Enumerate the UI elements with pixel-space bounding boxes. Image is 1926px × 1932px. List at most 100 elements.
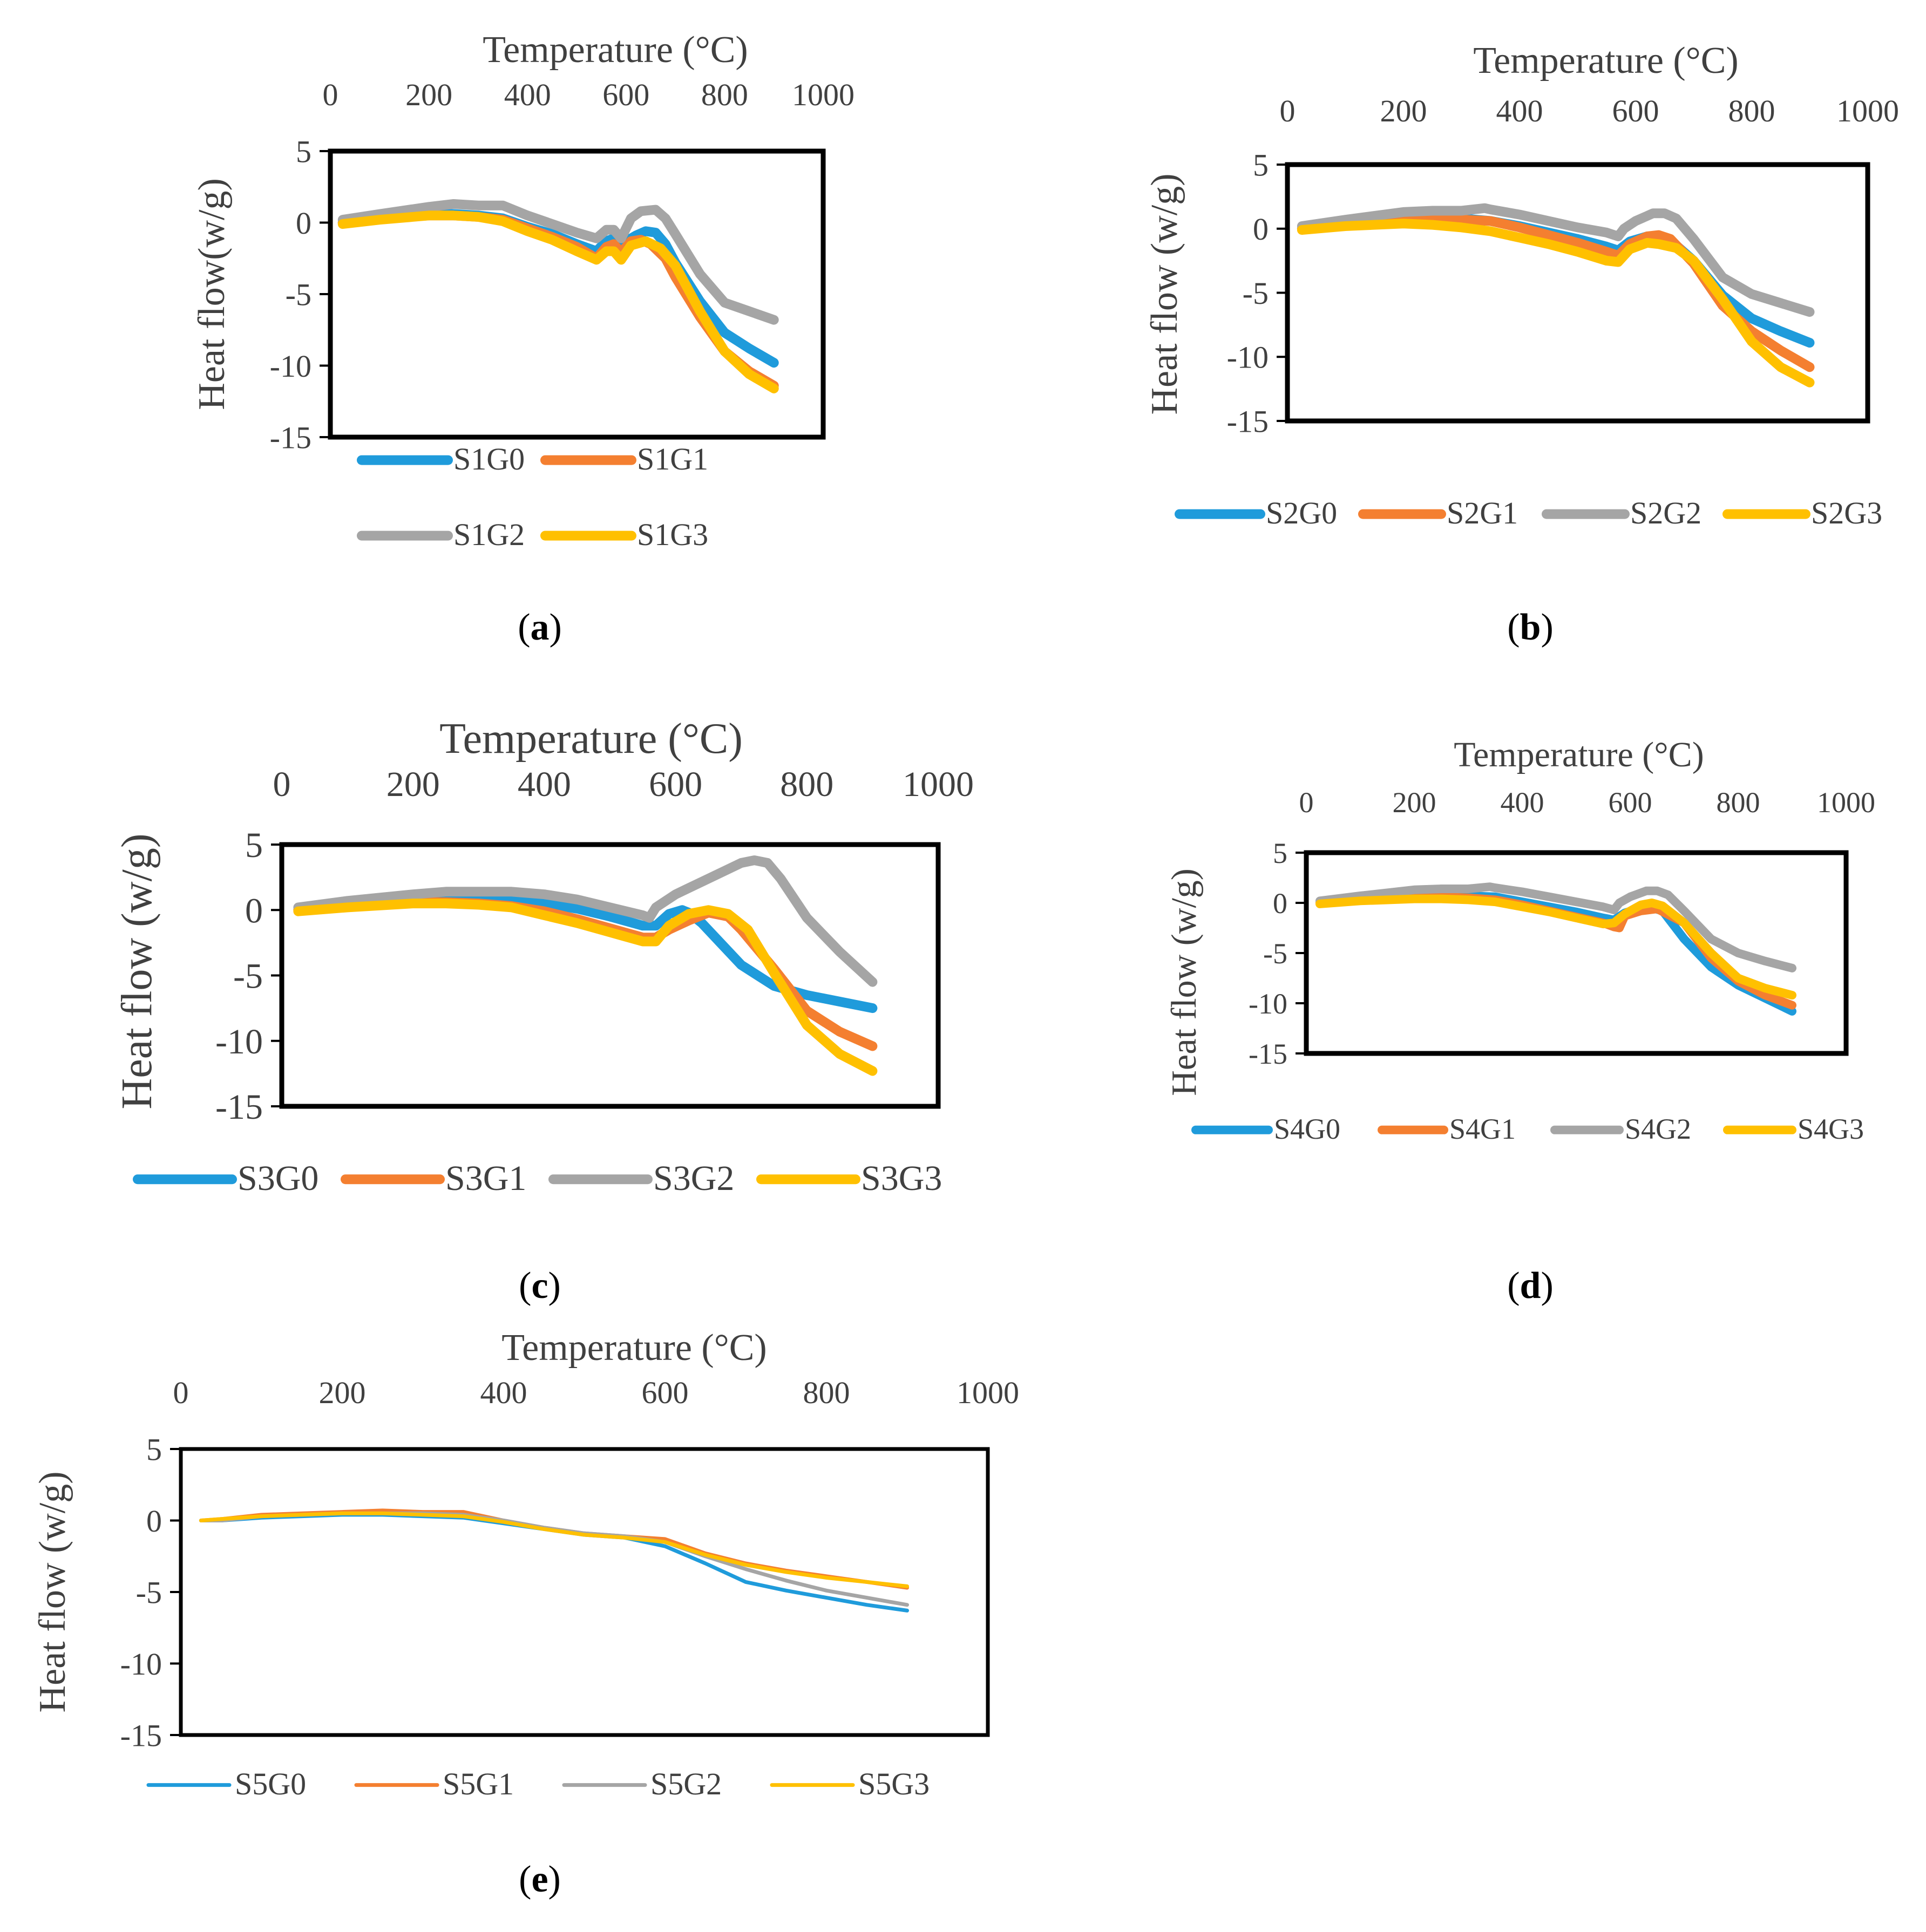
legend-label: S5G0	[235, 1766, 306, 1801]
x-tick-label: 600	[1612, 93, 1659, 128]
x-tick-label: 400	[518, 765, 571, 804]
panel-label: (d)	[1507, 1265, 1554, 1307]
legend-label: S4G0	[1274, 1113, 1340, 1145]
legend-label: S4G2	[1625, 1113, 1691, 1145]
x-tick-label: 1000	[957, 1375, 1019, 1410]
x-tick-label: 800	[1728, 93, 1775, 128]
chart-e: Temperature (°C)0 200 400 600 800 100050-5-10…	[32, 1327, 1019, 1900]
panel-label: (c)	[519, 1265, 561, 1307]
plot-frame	[179, 1447, 990, 1737]
series-line-s2g2	[1297, 203, 1815, 317]
x-axis-title: Temperature (°C)	[501, 1327, 767, 1369]
chart-b: Temperature (°C)0 200 400 600 800 100050-5-10…	[1144, 40, 1899, 648]
y-tick-label: -15	[270, 420, 311, 455]
x-tick-label: 600	[602, 77, 649, 112]
legend-label: S1G2	[453, 517, 525, 552]
y-tick-label: -10	[1249, 988, 1287, 1020]
x-tick-label: 400	[1496, 93, 1543, 128]
legend: S4G0 S4G1 S4G2 S4G3	[1191, 1113, 1864, 1145]
y-tick-label: 0	[1273, 887, 1287, 920]
y-tick-label: 5	[245, 826, 263, 865]
chart-c: Temperature (°C)0 200 400 600 800 100050-5-10…	[113, 715, 974, 1307]
series-line-s3g3	[293, 899, 878, 1076]
x-tick-label: 1000	[792, 77, 855, 112]
legend-label: S2G0	[1266, 495, 1337, 530]
x-tick-label: 0	[1299, 786, 1314, 819]
series-line-s1g3	[337, 210, 779, 393]
panel-label: (a)	[518, 607, 562, 648]
legend-label: S1G0	[453, 441, 525, 477]
panel-label: (b)	[1507, 607, 1554, 648]
x-tick-label: 0	[273, 765, 291, 804]
legend-label: S5G2	[650, 1766, 722, 1801]
x-axis-title: Temperature (°C)	[439, 715, 743, 763]
x-tick-label: 600	[1609, 786, 1652, 819]
legend-label: S2G2	[1630, 495, 1701, 530]
y-tick-label: -5	[286, 277, 311, 312]
x-tick-label: 600	[642, 1375, 689, 1410]
y-tick-label: 5	[1253, 147, 1269, 182]
y-axis-title: Heat flow (w/g)	[113, 834, 161, 1110]
x-tick-label: 0	[173, 1375, 189, 1410]
y-tick-label: 0	[296, 206, 311, 241]
x-tick-label: 400	[1501, 786, 1544, 819]
y-axis-title: Heat flow (w/g)	[1144, 173, 1185, 414]
x-tick-label: 200	[386, 765, 440, 804]
series-line-s2g3	[1297, 219, 1815, 387]
x-tick-label: 200	[1380, 93, 1427, 128]
y-tick-label: 5	[1273, 837, 1287, 869]
y-tick-label: -5	[233, 957, 263, 996]
x-tick-label: 800	[1717, 786, 1760, 819]
x-tick-label: 200	[405, 77, 452, 112]
legend-label: S5G3	[858, 1766, 930, 1801]
y-axis-title: Heat flow(w/g)	[191, 178, 233, 410]
legend: S5G0 S5G1 S5G2 S5G3	[146, 1766, 930, 1801]
legend: S2G0 S2G1 S2G2 S2G3	[1175, 495, 1882, 530]
panel-label: (e)	[519, 1859, 561, 1900]
x-tick-label: 600	[649, 765, 702, 804]
legend-label: S3G2	[653, 1159, 734, 1198]
y-tick-label: -15	[1227, 404, 1269, 439]
y-tick-label: -5	[1263, 937, 1287, 970]
legend-label: S4G1	[1449, 1113, 1516, 1145]
y-tick-label: -5	[1243, 276, 1269, 311]
y-tick-label: 0	[245, 891, 263, 930]
plot-frame	[328, 148, 826, 440]
legend-label: S3G0	[238, 1159, 318, 1198]
y-tick-label: 5	[296, 134, 311, 169]
x-tick-label: 800	[701, 77, 748, 112]
series-line-s3g2	[293, 855, 878, 987]
y-tick-label: -15	[1249, 1038, 1287, 1070]
x-tick-label: 400	[480, 1375, 527, 1410]
series-line-s1g2	[337, 199, 779, 325]
x-tick-label: 1000	[1836, 93, 1899, 128]
y-tick-label: 0	[146, 1504, 162, 1539]
series-line-s5g1	[199, 1508, 909, 1590]
x-tick-label: 400	[504, 77, 551, 112]
y-tick-label: -10	[120, 1647, 162, 1682]
y-tick-label: -15	[120, 1718, 162, 1753]
legend: S1G0 S1G1 S1G2 S1G3	[357, 441, 708, 552]
y-tick-label: -10	[1227, 340, 1269, 375]
legend-label: S2G3	[1811, 495, 1882, 530]
plot-frame	[279, 842, 941, 1109]
y-tick-label: -15	[215, 1087, 263, 1127]
x-tick-label: 200	[1393, 786, 1436, 819]
chart-d: Temperature (°C)0 200 400 600 800 100050-5-10…	[1164, 735, 1875, 1307]
x-tick-label: 800	[780, 765, 833, 804]
x-tick-label: 200	[319, 1375, 366, 1410]
plot-frame	[1285, 162, 1870, 424]
legend: S3G0 S3G1 S3G2 S3G3	[133, 1159, 942, 1198]
y-axis-title: Heat flow (w/g)	[32, 1471, 73, 1712]
legend-label: S5G1	[443, 1766, 514, 1801]
y-tick-label: -10	[215, 1022, 263, 1062]
x-axis-title: Temperature (°C)	[483, 29, 748, 71]
legend-label: S3G1	[445, 1159, 526, 1198]
x-tick-label: 0	[1280, 93, 1296, 128]
chart-a: Temperature (°C)0 200 400 600 800 100050-5-10…	[191, 29, 855, 648]
y-tick-label: 5	[146, 1432, 162, 1467]
x-tick-label: 1000	[903, 765, 974, 804]
y-tick-label: 0	[1253, 212, 1269, 247]
series-line-s4g3	[1315, 894, 1796, 1000]
